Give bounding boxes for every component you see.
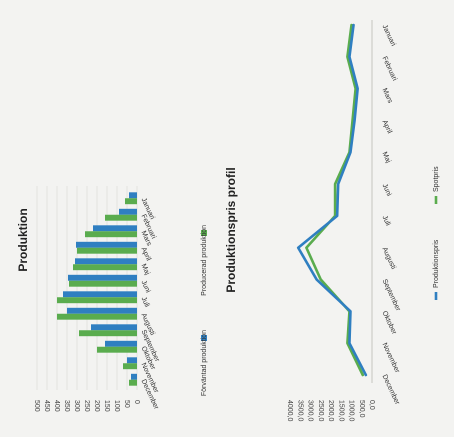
production-bar (125, 198, 137, 205)
production-bar (97, 346, 137, 353)
production-value-tick: 50 (123, 400, 130, 408)
production-value-tick: 150 (103, 400, 110, 412)
price-month-label: September (381, 278, 402, 313)
price-month-label: Februari (381, 55, 399, 82)
production-month-label: Juni (140, 279, 152, 294)
production-value-tick: 450 (43, 400, 50, 412)
production-legend-swatch (201, 230, 207, 236)
price-value-tick: 3000,0 (307, 400, 314, 422)
production-bar (68, 274, 137, 281)
price-legend-label: Spotpris (433, 166, 440, 192)
production-bar (75, 258, 137, 265)
production-bar (123, 363, 137, 370)
production-month-label: April (140, 246, 152, 262)
price-month-label: Mars (381, 87, 394, 105)
price-legend-label: Produktionspris (433, 239, 440, 288)
price-value-tick: 0,0 (368, 400, 375, 410)
production-bar (91, 324, 137, 331)
production-bar (93, 225, 137, 232)
price-value-tick: 1000,0 (348, 400, 355, 422)
price-value-tick: 4000,0 (286, 400, 293, 422)
production-legend-swatch (201, 335, 207, 341)
production-value-tick: 0 (133, 400, 140, 404)
price-month-label: Juli (381, 215, 392, 228)
production-title: Produktion (16, 208, 30, 271)
price-month-label: Oktober (381, 310, 398, 336)
price-title: Produktionspris profil (224, 167, 238, 292)
price-month-label: Maj (381, 151, 392, 165)
production-bar (57, 297, 137, 304)
price-series-line (296, 23, 368, 377)
production-month-label: Maj (140, 263, 151, 277)
price-month-label: Januari (381, 24, 397, 48)
production-bar (127, 357, 137, 364)
production-month-label: Juli (140, 296, 151, 309)
production-bar (129, 379, 137, 386)
production-value-tick: 250 (83, 400, 90, 412)
price-value-tick: 3500,0 (296, 400, 303, 422)
production-legend-label: Producerad produktion (201, 225, 208, 296)
production-bar (129, 192, 137, 199)
production-value-tick: 350 (63, 400, 70, 412)
production-bar (79, 330, 137, 337)
production-bar (57, 313, 137, 320)
production-bar (131, 373, 137, 380)
production-value-tick: 200 (93, 400, 100, 412)
price-value-tick: 1500,0 (337, 400, 344, 422)
production-value-tick: 100 (113, 400, 120, 412)
price-month-label: Juni (381, 183, 393, 198)
production-bar (105, 340, 137, 347)
production-legend-label: Förväntad produktion (201, 330, 208, 396)
production-bar (67, 307, 137, 314)
production-bar (69, 280, 137, 287)
production-value-tick: 400 (53, 400, 60, 412)
price-value-tick: 500,0 (358, 400, 365, 418)
production-bar (77, 247, 137, 254)
production-bar (73, 264, 137, 271)
production-bar-chart: 500 450 400 350 300 250 200 150 100 50 0JanuariFeb… (16, 186, 208, 412)
price-month-label: Augusti (381, 246, 397, 271)
price-month-label: December (381, 374, 401, 407)
production-bar (85, 231, 137, 238)
price-month-label: April (381, 119, 393, 135)
production-bar (63, 291, 137, 298)
price-line-chart: 4000,0 3500,0 3000,0 2500,0 2000,0 1500,0 1000… (224, 20, 440, 422)
production-value-tick: 300 (73, 400, 80, 412)
price-value-tick: 2500,0 (317, 400, 324, 422)
production-bar (119, 208, 137, 215)
production-bar (76, 241, 137, 248)
price-value-tick: 2000,0 (327, 400, 334, 422)
production-bar (105, 214, 137, 221)
production-value-tick: 500 (33, 400, 40, 412)
price-month-label: November (381, 342, 401, 375)
